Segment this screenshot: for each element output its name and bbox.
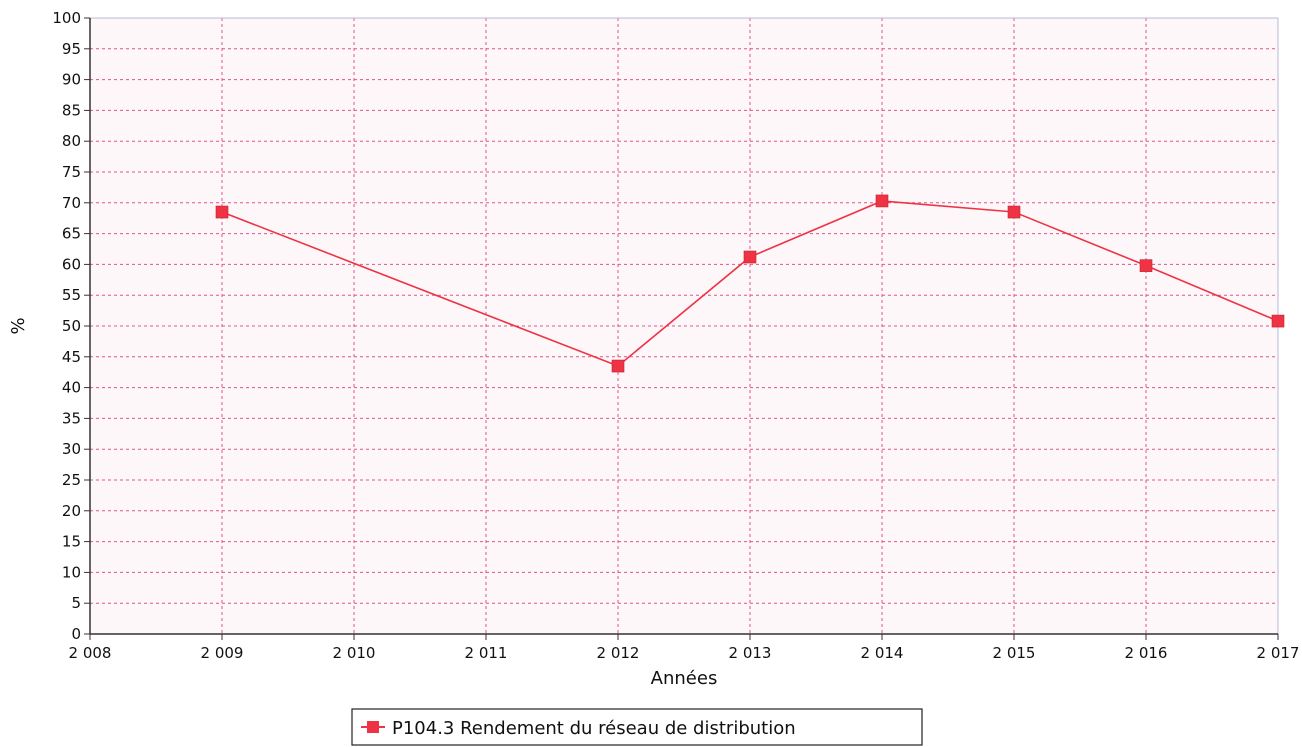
x-tick-label: 2 011 <box>465 644 508 662</box>
x-tick-label: 2 012 <box>597 644 640 662</box>
y-tick-label: 75 <box>62 163 81 181</box>
y-tick-label: 100 <box>52 9 81 27</box>
y-tick-label: 40 <box>62 379 81 397</box>
x-tick-label: 2 008 <box>69 644 112 662</box>
y-tick-label: 90 <box>62 71 81 89</box>
y-tick-label: 15 <box>62 533 81 551</box>
y-axis-ticks: 0 5 10 15 20 25 30 35 40 45 50 55 60 65 70 75 80 85 90 95 10… <box>52 9 90 643</box>
y-tick-label: 5 <box>71 594 81 612</box>
data-point-marker <box>1007 205 1021 219</box>
x-tick-label: 2 017 <box>1257 644 1300 662</box>
y-tick-label: 25 <box>62 471 81 489</box>
y-tick-label: 20 <box>62 502 81 520</box>
data-point-marker <box>215 205 229 219</box>
x-tick-label: 2 016 <box>1125 644 1168 662</box>
y-tick-label: 70 <box>62 194 81 212</box>
x-tick-label: 2 013 <box>729 644 772 662</box>
data-point-marker <box>1271 314 1285 328</box>
x-tick-label: 2 010 <box>333 644 376 662</box>
legend-marker-swatch <box>367 721 379 733</box>
y-tick-label: 85 <box>62 101 81 119</box>
y-tick-label: 65 <box>62 225 81 243</box>
legend: P104.3 Rendement du réseau de distributi… <box>351 708 923 746</box>
x-axis-ticks: 2 008 2 009 2 010 2 011 2 012 2 013 2 014 2 015… <box>69 634 1300 662</box>
data-series <box>215 194 1285 373</box>
y-tick-label: 10 <box>62 563 81 581</box>
legend-box <box>351 708 923 746</box>
y-tick-label: 30 <box>62 440 81 458</box>
y-tick-label: 0 <box>71 625 81 643</box>
x-tick-label: 2 015 <box>993 644 1036 662</box>
data-point-marker <box>875 194 889 208</box>
y-tick-label: 95 <box>62 40 81 58</box>
y-tick-label: 45 <box>62 348 81 366</box>
data-point-marker <box>611 359 625 373</box>
x-tick-label: 2 009 <box>201 644 244 662</box>
y-tick-label: 80 <box>62 132 81 150</box>
y-tick-label: 55 <box>62 286 81 304</box>
legend-label: P104.3 Rendement du réseau de distributi… <box>392 718 796 739</box>
y-tick-label: 50 <box>62 317 81 335</box>
y-tick-label: 60 <box>62 255 81 273</box>
y-axis-title: % <box>8 317 29 334</box>
data-point-marker <box>1139 259 1153 272</box>
y-tick-label: 35 <box>62 409 81 427</box>
data-point-marker <box>743 250 757 264</box>
x-axis-title: Années <box>651 668 718 689</box>
x-tick-label: 2 014 <box>861 644 904 662</box>
